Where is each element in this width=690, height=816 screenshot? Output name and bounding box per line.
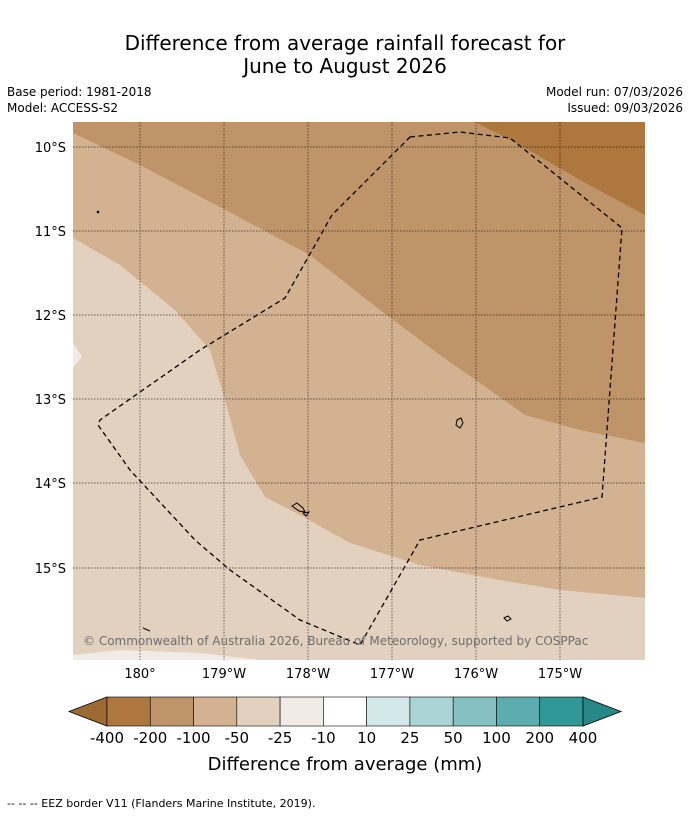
colorbar-segment — [279, 696, 324, 727]
island-south-west — [142, 627, 151, 632]
lat-label: 12°S — [35, 309, 66, 324]
base-period: Base period: 1981-2018 — [7, 85, 152, 99]
colorbar-tick-label: 25 — [400, 729, 419, 747]
colorbar — [67, 696, 623, 727]
colorbar-segment — [409, 696, 454, 727]
colorbar-segment — [452, 696, 497, 727]
map-title-line1: Difference from average rainfall forecas… — [124, 31, 566, 55]
latitude-labels: 10°S 11°S 12°S 13°S 14°S 15°S — [35, 141, 66, 577]
colorbar-segment — [149, 696, 194, 727]
colorbar-tick-label: -400 — [90, 729, 124, 747]
colorbar-tick-label: -200 — [133, 729, 167, 747]
lon-label: 175°W — [538, 667, 582, 682]
eez-border — [97, 131, 623, 646]
meta-left: Base period: 1981-2018 Model: ACCESS-S2 — [7, 84, 152, 116]
issued-date: Issued: 09/03/2026 — [567, 101, 683, 115]
lon-label: 176°W — [454, 667, 498, 682]
lon-label: 180° — [124, 667, 155, 682]
colorbar-segment — [539, 696, 584, 727]
meta-right: Model run: 07/03/2026 Issued: 09/03/2026 — [546, 84, 683, 116]
colorbar-label: Difference from average (mm) — [208, 754, 483, 775]
island-central-small — [301, 511, 311, 517]
map-area — [73, 122, 645, 660]
colorbar-extend-min — [67, 696, 108, 727]
lon-label: 177°W — [370, 667, 414, 682]
colorbar-tick-label: -25 — [268, 729, 293, 747]
longitude-labels: 180° 179°W 178°W 177°W 176°W 175°W — [124, 667, 582, 682]
colorbar-tick-label: 200 — [525, 729, 554, 747]
islands — [96, 210, 512, 632]
colorbar-tick-label: -10 — [311, 729, 336, 747]
model-name: Model: ACCESS-S2 — [7, 101, 119, 115]
colorbar-segment — [366, 696, 411, 727]
graticule — [73, 122, 645, 660]
colorbar-tick-label: 400 — [569, 729, 598, 747]
colorbar-segment — [496, 696, 541, 727]
colorbar-extend-max — [582, 696, 623, 727]
colorbar-tick-label: -100 — [177, 729, 211, 747]
lat-label: 14°S — [35, 477, 66, 492]
band-minus-100-to-200 — [73, 122, 645, 443]
lat-label: 15°S — [35, 562, 66, 577]
island-central — [291, 502, 306, 513]
colorbar-segment — [236, 696, 281, 727]
colorbar-segment — [106, 696, 151, 727]
lat-label: 13°S — [35, 393, 66, 408]
island-south-east — [503, 615, 512, 622]
colorbar-segment — [323, 696, 367, 727]
colorbar-tick-label: -50 — [225, 729, 250, 747]
map-title-line2: June to August 2026 — [243, 54, 447, 78]
colorbar-ticks: -400 -200 -100 -50 -25 -10 10 25 50 100 200 400 — [90, 729, 597, 747]
lat-label: 10°S — [35, 141, 66, 156]
lat-label: 11°S — [35, 225, 66, 240]
footer-note: -- -- -- EEZ border V11 (Flanders Marine… — [7, 797, 316, 810]
island-east — [455, 417, 464, 429]
patch-bottom-light — [73, 650, 260, 660]
copyright-notice: © Commonwealth of Australia 2026, Bureau… — [83, 634, 588, 648]
island-north-west — [96, 210, 100, 214]
lon-label: 179°W — [202, 667, 246, 682]
lon-label: 178°W — [286, 667, 330, 682]
colorbar-segment — [193, 696, 238, 727]
colorbar-tick-label: 10 — [357, 729, 376, 747]
model-run: Model run: 07/03/2026 — [545, 85, 683, 99]
patch-minus-10-to-25 — [73, 343, 82, 368]
band-minus-200-to-400 — [475, 122, 645, 215]
colorbar-tick-label: 50 — [444, 729, 463, 747]
colorbar-tick-label: 100 — [482, 729, 511, 747]
